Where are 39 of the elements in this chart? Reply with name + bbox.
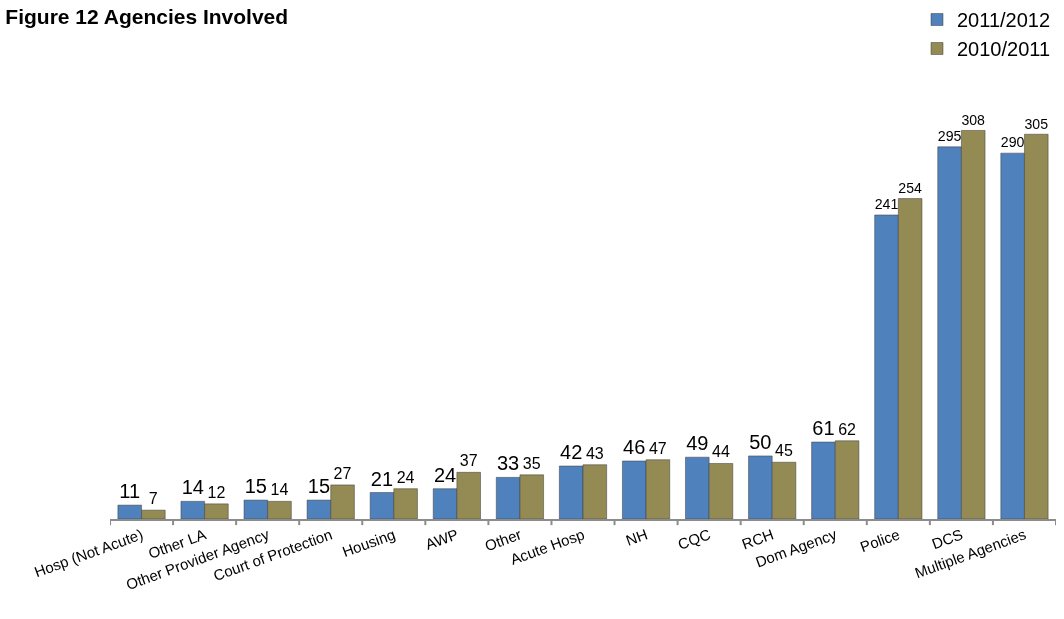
legend-label: 2011/2012 — [957, 9, 1051, 32]
data-label: 46 — [623, 435, 646, 458]
chart-title: Figure 12 Agencies Involved — [5, 4, 289, 28]
data-label: 45 — [775, 442, 793, 460]
data-label: 14 — [270, 481, 289, 499]
data-label: 62 — [838, 420, 857, 438]
x-tick-label: AWP — [423, 525, 461, 553]
data-label: 42 — [560, 441, 583, 464]
x-tick-label: RCH — [739, 525, 776, 553]
data-label: 24 — [433, 463, 457, 486]
data-label: 35 — [522, 454, 541, 472]
data-label: 24 — [396, 468, 415, 486]
data-label: 33 — [496, 452, 520, 475]
data-label: 241 — [874, 196, 899, 213]
legend-label: 2010/2011 — [957, 38, 1051, 61]
data-label: 44 — [712, 443, 730, 461]
data-label: 47 — [648, 439, 667, 457]
data-label: 15 — [244, 475, 267, 498]
x-tick-label: NH — [623, 525, 650, 549]
data-label: 290 — [1000, 134, 1025, 151]
x-tick-label: Police — [857, 525, 902, 556]
data-label: 37 — [459, 452, 478, 470]
data-label: 295 — [937, 128, 962, 145]
data-label: 43 — [585, 444, 604, 462]
data-label: 12 — [207, 483, 226, 501]
data-label: 11 — [119, 480, 141, 503]
data-label: 308 — [961, 111, 986, 128]
data-label: 15 — [307, 475, 331, 498]
data-label: 254 — [898, 179, 923, 196]
x-tick-label: CQC — [675, 525, 713, 553]
data-label: 27 — [333, 464, 352, 482]
data-label: 14 — [181, 476, 204, 499]
data-label: 49 — [686, 432, 709, 455]
data-label: 21 — [370, 467, 394, 490]
data-label: 50 — [749, 430, 772, 453]
data-label: 305 — [1024, 115, 1049, 132]
data-label: 61 — [812, 417, 835, 440]
x-tick-label: DCS — [929, 525, 965, 553]
data-label: 7 — [148, 490, 158, 508]
